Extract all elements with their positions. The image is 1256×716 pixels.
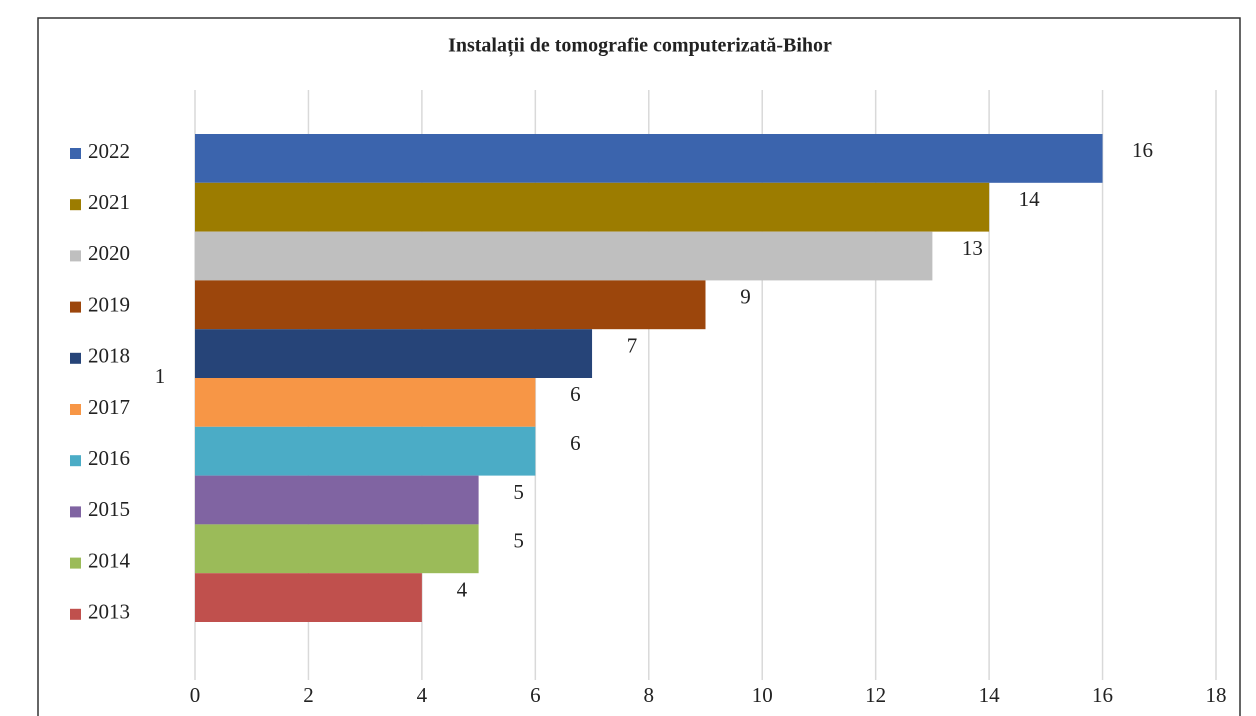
legend-marker bbox=[70, 404, 81, 415]
legend-marker bbox=[70, 608, 81, 620]
x-tick-label: 16 bbox=[1092, 683, 1113, 707]
x-tick-label: 14 bbox=[979, 683, 1001, 707]
data-label: 7 bbox=[627, 333, 638, 357]
category-label: 1 bbox=[155, 364, 166, 388]
legend-label: 2022 bbox=[88, 139, 130, 163]
legend-marker bbox=[70, 455, 81, 467]
bar bbox=[195, 573, 422, 622]
bar bbox=[195, 329, 593, 378]
bar bbox=[195, 280, 706, 330]
bar bbox=[195, 182, 990, 232]
legend-label: 2020 bbox=[88, 241, 130, 265]
x-tick-label: 18 bbox=[1206, 683, 1227, 707]
legend-label: 2015 bbox=[88, 497, 130, 521]
legend-marker bbox=[70, 148, 81, 159]
legend-marker bbox=[70, 352, 81, 364]
x-tick-label: 6 bbox=[530, 683, 541, 707]
data-label: 13 bbox=[962, 236, 983, 260]
data-label: 4 bbox=[457, 577, 468, 601]
legend-marker bbox=[70, 557, 81, 569]
legend-label: 2013 bbox=[88, 600, 130, 624]
data-label: 16 bbox=[1132, 138, 1153, 162]
bar bbox=[195, 524, 479, 574]
bar bbox=[195, 231, 933, 281]
legend-label: 2017 bbox=[88, 395, 130, 419]
x-tick-label: 8 bbox=[644, 683, 655, 707]
data-label: 6 bbox=[570, 382, 581, 406]
legend-marker bbox=[70, 506, 81, 518]
legend-marker bbox=[70, 250, 81, 262]
bar bbox=[195, 426, 536, 476]
legend-label: 2019 bbox=[88, 292, 130, 316]
legend-label: 2021 bbox=[88, 190, 130, 214]
bar bbox=[195, 475, 479, 525]
x-tick-label: 4 bbox=[417, 683, 428, 707]
chart-title: Instalații de tomografie computerizată-B… bbox=[448, 35, 832, 58]
legend-marker bbox=[70, 301, 81, 313]
data-label: 6 bbox=[570, 431, 581, 455]
x-tick-label: 12 bbox=[865, 683, 886, 707]
legend-marker bbox=[70, 199, 81, 211]
bar bbox=[195, 378, 536, 427]
x-tick-label: 0 bbox=[190, 683, 201, 707]
x-tick-label: 10 bbox=[752, 683, 773, 707]
x-tick-label: 2 bbox=[303, 683, 314, 707]
data-label: 5 bbox=[513, 529, 524, 553]
legend-label: 2018 bbox=[88, 344, 130, 368]
bar bbox=[195, 134, 1103, 183]
data-label: 5 bbox=[513, 480, 524, 504]
data-label: 9 bbox=[740, 285, 751, 309]
legend-label: 2016 bbox=[88, 446, 130, 470]
legend-label: 2014 bbox=[88, 548, 131, 572]
data-label: 14 bbox=[1019, 187, 1041, 211]
